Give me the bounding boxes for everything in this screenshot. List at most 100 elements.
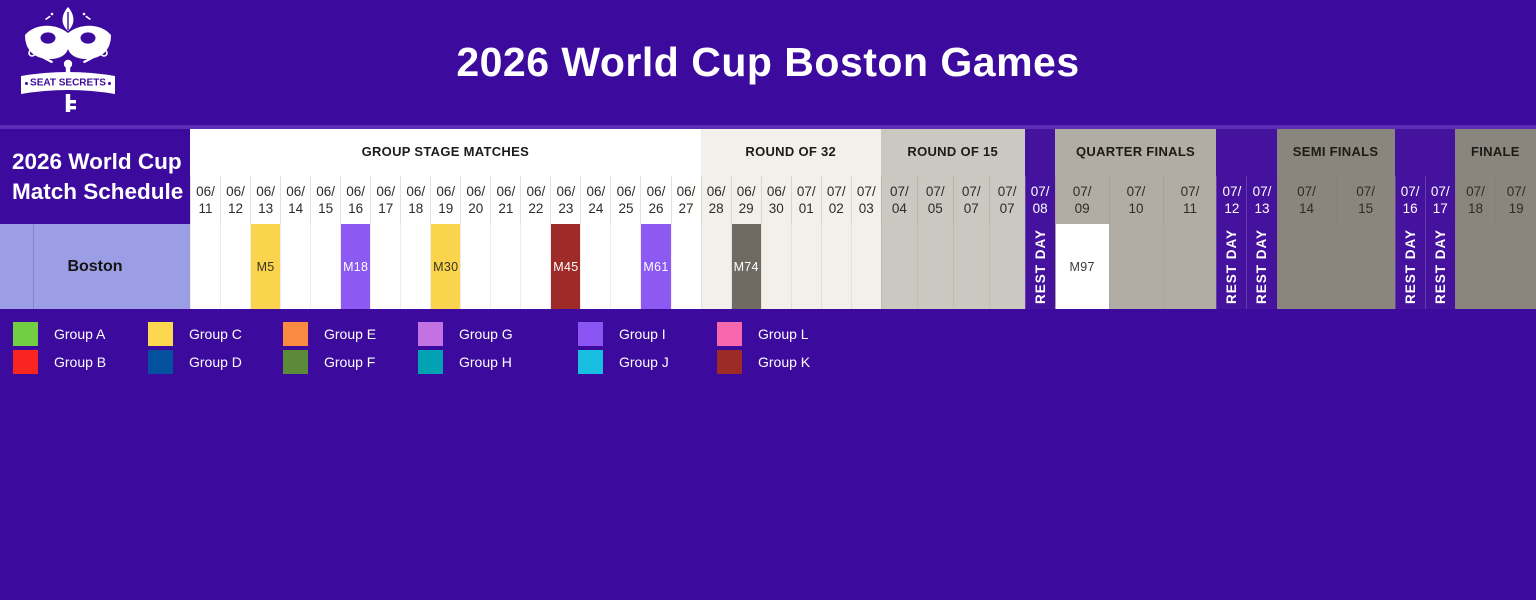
schedule-cell (670, 224, 701, 309)
match-cell: M5 (251, 224, 281, 309)
date-month: 06/ (196, 183, 215, 199)
date-month: 07/ (1222, 183, 1242, 199)
date-month: 06/ (226, 183, 245, 199)
legend-swatch (283, 322, 308, 346)
table-title-line2: Match Schedule (12, 178, 184, 204)
rest-day-label: REST DAY (1402, 228, 1418, 305)
rest-day-column: REST DAY (1394, 224, 1425, 309)
schedule-cell (988, 224, 1025, 309)
rest-day-label: REST DAY (1224, 228, 1240, 305)
legend-label: Group D (189, 354, 242, 370)
schedule-cell (190, 224, 220, 309)
date-month: 06/ (556, 183, 576, 199)
schedule-left-column: 2026 World Cup Match Schedule Boston (0, 129, 190, 309)
date-month: 07/ (1466, 183, 1485, 199)
section-label: ROUND OF 32 (745, 144, 837, 160)
date-row: 07/14 07/15 (1276, 176, 1395, 224)
date-cell: 07/12 (1216, 176, 1246, 224)
legend-label: Group L (758, 326, 809, 342)
section-group-stage-matches: GROUP STAGE MATCHES 06/11 06/12 06/13 06/14 0… (190, 129, 701, 309)
date-day: 17 (378, 201, 394, 216)
date-cell: 06/20 (460, 176, 490, 224)
section-semi-finals: SEMI FINALS 07/14 07/15 (1276, 129, 1395, 309)
schedule-cell: M97 (1054, 224, 1109, 309)
schedule-cell (1495, 224, 1536, 309)
schedule-cell (610, 224, 640, 309)
schedule-cell: M74 (730, 224, 761, 309)
match-cell: M30 (431, 224, 461, 309)
legend-column: Group L Group K (717, 322, 852, 374)
legend-column: Group A Group B (13, 322, 148, 374)
legend-item: Group I (578, 322, 717, 346)
date-cell: 06/24 (580, 176, 610, 224)
city-name: Boston (67, 257, 123, 275)
date-month: 07/ (1126, 183, 1146, 199)
rest-day-label: REST DAY (1032, 228, 1048, 305)
date-month: 06/ (676, 183, 696, 199)
date-row: 07/18 07/19 (1454, 176, 1536, 224)
date-cell: 06/28 (700, 176, 731, 224)
date-cell: 06/16 (340, 176, 370, 224)
legend-swatch (578, 322, 603, 346)
date-month: 07/ (1030, 183, 1050, 199)
date-month: 07/ (1430, 183, 1450, 199)
legend-label: Group H (459, 354, 512, 370)
schedule-cell (700, 224, 731, 309)
schedule-cell (1276, 224, 1336, 309)
date-cell: 07/10 (1108, 176, 1163, 224)
legend-swatch (717, 350, 742, 374)
date-month: 06/ (286, 183, 305, 199)
schedule-cell (520, 224, 550, 309)
date-cell: 07/14 (1276, 176, 1336, 224)
date-day: 15 (1358, 201, 1374, 216)
date-day: 21 (498, 201, 514, 216)
section-header: QUARTER FINALS (1055, 129, 1217, 176)
legend-column: Group G Group H (418, 322, 578, 374)
date-month: 06/ (346, 183, 366, 199)
banner: SEAT SECRETS 2026 World Cup Boston Games (0, 0, 1536, 125)
match-row: M74 (700, 224, 881, 309)
date-day: 26 (648, 201, 664, 216)
section-label: FINALE (1470, 144, 1520, 160)
date-month: 07/ (1072, 183, 1092, 199)
schedule-cell: M30 (430, 224, 461, 309)
legend-label: Group F (324, 354, 376, 370)
date-cell: 06/15 (310, 176, 340, 224)
schedule-table: 2026 World Cup Match Schedule Boston GRO… (0, 125, 1536, 309)
section-quarter-finals: QUARTER FINALS 07/09 07/10 07/11 M97 (1054, 129, 1217, 309)
schedule-cell (820, 224, 851, 309)
legend-swatch (418, 350, 443, 374)
date-month: 06/ (436, 183, 456, 199)
date-cell: 06/29 (730, 176, 761, 224)
date-day: 24 (588, 201, 604, 216)
section-label: ROUND OF 15 (907, 144, 999, 160)
legend-swatch (148, 350, 173, 374)
schedule-cell (490, 224, 520, 309)
page-title: 2026 World Cup Boston Games (456, 39, 1080, 85)
schedule-cell (370, 224, 400, 309)
date-cell: 07/19 (1495, 176, 1536, 224)
legend-swatch (13, 322, 38, 346)
date-month: 06/ (256, 183, 275, 199)
rest-day-column: REST DAY (1216, 224, 1246, 309)
legend-swatch (13, 350, 38, 374)
date-cell: 06/14 (280, 176, 310, 224)
date-cell: 06/11 (190, 176, 220, 224)
schedule-cell (400, 224, 430, 309)
date-day: 16 (348, 201, 364, 216)
section-header: FINALE (1455, 129, 1536, 176)
date-cell: 07/09 (1054, 176, 1109, 224)
match-row (1276, 224, 1395, 309)
date-month: 07/ (1356, 183, 1375, 199)
logo-text: SEAT SECRETS (30, 78, 106, 89)
date-cell: 06/25 (610, 176, 640, 224)
schedule-cell (880, 224, 917, 309)
date-day: 14 (288, 201, 304, 216)
date-day: 02 (828, 201, 844, 216)
match-cell: M74 (731, 224, 761, 309)
date-day: 12 (1224, 201, 1240, 216)
schedule-cell: M61 (640, 224, 671, 309)
legend-item: Group F (283, 350, 418, 374)
date-month: 07/ (889, 183, 909, 199)
date-cell: 06/23 (550, 176, 580, 224)
